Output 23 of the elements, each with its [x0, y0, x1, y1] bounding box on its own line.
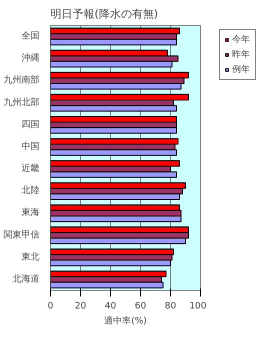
y-tick-label: 東海: [22, 207, 40, 218]
y-tick-label: 関東甲信: [4, 229, 40, 240]
y-tick-label: 北陸: [22, 185, 40, 196]
y-tick-label: 九州南部: [4, 74, 40, 86]
y-tick-label: 九州北部: [4, 96, 40, 108]
y-tick-label: 中国: [22, 140, 40, 152]
legend-label: 昨年: [232, 48, 251, 61]
x-tick-label: 60: [134, 302, 146, 312]
y-tick-label: 北海道: [12, 273, 40, 284]
x-tick-label: 20: [74, 302, 86, 312]
y-tick-label: 四国: [22, 120, 40, 130]
x-axis-title: 適中率(%): [104, 316, 147, 326]
x-tick-label: 100: [189, 302, 207, 312]
legend-label: 例年: [232, 64, 251, 76]
y-tick-label: 近畿: [22, 163, 40, 174]
y-tick-label: 東北: [22, 251, 40, 262]
x-tick-label: 80: [164, 302, 176, 312]
chart-title: 明日予報(降水の有無): [50, 8, 158, 20]
y-tick-label: 全国: [22, 30, 40, 42]
legend-label: 今年: [232, 34, 251, 46]
x-tick-label: 40: [104, 302, 116, 312]
x-tick-label: 0: [48, 302, 54, 312]
y-tick-label: 沖縄: [22, 52, 40, 64]
